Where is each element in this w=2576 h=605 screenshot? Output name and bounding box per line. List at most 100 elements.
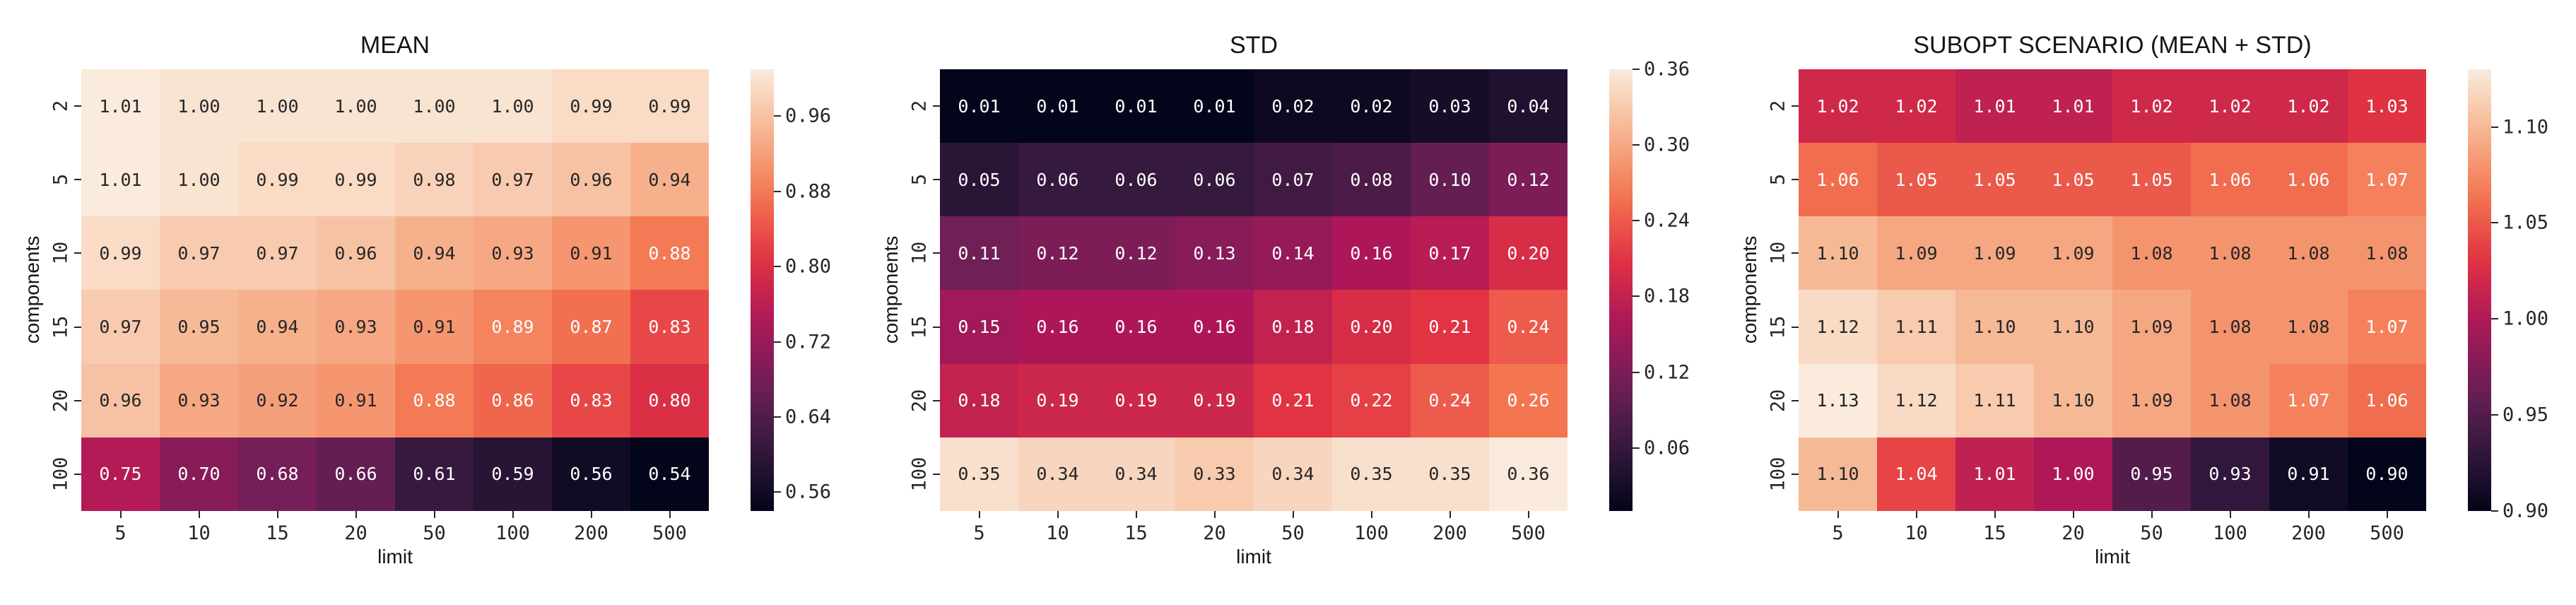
x-tick-mark bbox=[1915, 511, 1917, 518]
heatmap-cell: 0.05 bbox=[940, 143, 1018, 217]
cell-value: 0.34 bbox=[1036, 464, 1079, 485]
heatmap-cell: 0.06 bbox=[1018, 143, 1097, 217]
y-tick-label: 100 bbox=[49, 457, 72, 492]
x-tick-label: 200 bbox=[2291, 522, 2326, 544]
heatmap-cell: 0.61 bbox=[395, 437, 474, 511]
x-axis-ticks: 5 10 15 20 50 100 200 500 bbox=[940, 511, 1568, 560]
heatmap-cell: 0.87 bbox=[552, 290, 630, 364]
heatmap-cell: 1.10 bbox=[1799, 216, 1877, 290]
x-tick-mark bbox=[1837, 511, 1839, 518]
x-tick-mark bbox=[1057, 511, 1059, 518]
heatmap-cell: 1.10 bbox=[2034, 363, 2112, 437]
colorbar-tick-mark bbox=[774, 416, 781, 418]
heatmap-cell: 0.80 bbox=[630, 363, 709, 437]
heatmap-cell: 0.03 bbox=[1411, 69, 1489, 143]
cell-value: 0.01 bbox=[1193, 95, 1236, 117]
heatmap-cell: 1.09 bbox=[2112, 363, 2191, 437]
y-tick-label: 5 bbox=[1767, 174, 1789, 186]
heatmap-cell: 0.95 bbox=[2112, 437, 2191, 511]
heatmap-cell: 0.99 bbox=[552, 69, 630, 143]
heatmap-cell: 1.11 bbox=[1955, 363, 2034, 437]
x-tick-label: 500 bbox=[2370, 522, 2404, 544]
heatmap-cell: 0.22 bbox=[1332, 363, 1411, 437]
cell-value: 1.06 bbox=[2287, 169, 2330, 190]
cell-value: 0.06 bbox=[1114, 169, 1158, 190]
heatmap-cell: 0.91 bbox=[552, 216, 630, 290]
cell-value: 1.00 bbox=[256, 95, 299, 117]
cell-value: 0.93 bbox=[491, 242, 534, 264]
y-tick-label: 10 bbox=[1767, 242, 1789, 265]
heatmap-cell: 0.24 bbox=[1489, 290, 1568, 364]
heatmap-cell: 0.16 bbox=[1175, 290, 1254, 364]
heatmap-cell: 1.01 bbox=[1955, 437, 2034, 511]
heatmap-cell: 0.33 bbox=[1175, 437, 1254, 511]
cell-value: 1.00 bbox=[177, 169, 220, 190]
heatmap-cell: 1.02 bbox=[2191, 69, 2269, 143]
cell-value: 0.94 bbox=[413, 242, 456, 264]
cell-value: 0.94 bbox=[256, 317, 299, 338]
cell-value: 1.01 bbox=[2052, 95, 2095, 117]
cell-value: 1.09 bbox=[2130, 390, 2173, 411]
cell-value: 1.10 bbox=[2052, 390, 2095, 411]
heatmap-cell: 0.75 bbox=[81, 437, 160, 511]
cell-value: 0.11 bbox=[958, 242, 1001, 264]
heatmap-cell: 0.01 bbox=[1018, 69, 1097, 143]
cell-value: 0.20 bbox=[1507, 242, 1550, 264]
colorbar-tick-label: 1.00 bbox=[2503, 307, 2549, 330]
colorbar-tick-mark bbox=[2491, 510, 2498, 512]
cell-value: 1.09 bbox=[1895, 242, 1938, 264]
cell-value: 0.99 bbox=[334, 169, 377, 190]
cell-value: 1.09 bbox=[2130, 317, 2173, 338]
chart-title: SUBOPT SCENARIO (MEAN + STD) bbox=[1913, 32, 2312, 59]
heatmap-cell: 0.94 bbox=[395, 216, 474, 290]
cell-value: 0.99 bbox=[256, 169, 299, 190]
heatmap-cell: 1.01 bbox=[81, 143, 160, 217]
heatmap-cell: 1.07 bbox=[2348, 290, 2426, 364]
heatmap-cell: 0.91 bbox=[317, 363, 395, 437]
heatmap-cell: 1.09 bbox=[1955, 216, 2034, 290]
chart-title: STD bbox=[1230, 32, 1278, 59]
x-tick-label: 20 bbox=[2062, 522, 2085, 544]
cell-value: 0.34 bbox=[1114, 464, 1158, 485]
cell-value: 0.05 bbox=[958, 169, 1001, 190]
cell-value: 0.93 bbox=[334, 317, 377, 338]
y-tick-mark bbox=[1792, 473, 1799, 475]
heatmap-cell: 0.97 bbox=[238, 216, 317, 290]
x-tick-label: 50 bbox=[2140, 522, 2163, 544]
cell-value: 0.07 bbox=[1271, 169, 1315, 190]
heatmap-cell: 0.18 bbox=[940, 363, 1018, 437]
heatmap-cell: 1.00 bbox=[2034, 437, 2112, 511]
colorbar-tick-mark bbox=[1633, 371, 1640, 373]
cell-value: 0.19 bbox=[1114, 390, 1158, 411]
heatmap-cell: 0.01 bbox=[1175, 69, 1254, 143]
heatmap-cell: 0.10 bbox=[1411, 143, 1489, 217]
cell-value: 0.03 bbox=[1428, 95, 1471, 117]
colorbar-tick-label: 0.64 bbox=[785, 406, 832, 428]
colorbar-tick-label: 0.12 bbox=[1644, 361, 1690, 384]
cell-value: 0.08 bbox=[1350, 169, 1393, 190]
heatmap-cell: 0.97 bbox=[474, 143, 552, 217]
heatmap-cell: 0.93 bbox=[317, 290, 395, 364]
heatmap-cell: 0.19 bbox=[1018, 363, 1097, 437]
x-axis-label: limit bbox=[2095, 546, 2130, 568]
heatmap-cell: 1.04 bbox=[1877, 437, 1955, 511]
x-tick-label: 15 bbox=[1983, 522, 2006, 544]
x-axis-label: limit bbox=[1236, 546, 1271, 568]
heatmap-cell: 0.91 bbox=[395, 290, 474, 364]
heatmap-cell: 0.16 bbox=[1332, 216, 1411, 290]
x-tick-label: 5 bbox=[114, 522, 127, 544]
x-tick-mark bbox=[1135, 511, 1137, 518]
heatmap-cell: 1.05 bbox=[2034, 143, 2112, 217]
cell-value: 0.35 bbox=[958, 464, 1001, 485]
cell-value: 0.96 bbox=[570, 169, 613, 190]
heatmap-cell: 1.00 bbox=[238, 69, 317, 143]
x-tick-label: 20 bbox=[344, 522, 367, 544]
heatmap-cell: 0.83 bbox=[552, 363, 630, 437]
colorbar-tick-label: 0.72 bbox=[785, 331, 832, 353]
cell-value: 1.08 bbox=[2209, 317, 2252, 338]
heatmap-cell: 0.93 bbox=[2191, 437, 2269, 511]
x-axis-label: limit bbox=[377, 546, 413, 568]
cell-value: 0.12 bbox=[1114, 242, 1158, 264]
heatmap-cell: 0.92 bbox=[238, 363, 317, 437]
colorbar-tick-mark bbox=[774, 266, 781, 268]
